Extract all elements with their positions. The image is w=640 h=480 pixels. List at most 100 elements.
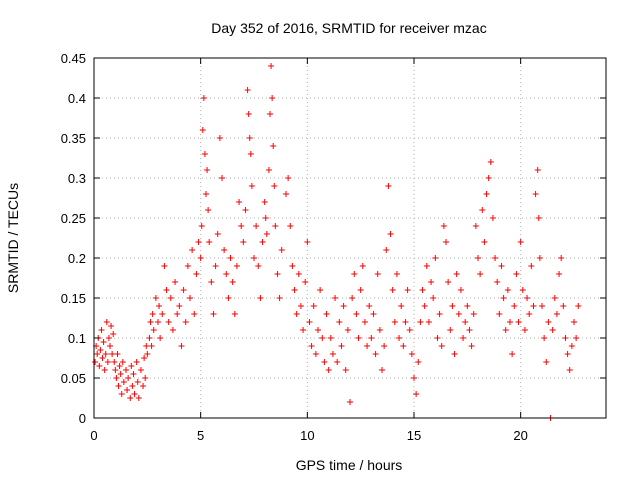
- data-point: [502, 327, 509, 333]
- data-point: [562, 335, 569, 341]
- data-point: [251, 255, 257, 261]
- data-point: [475, 255, 481, 261]
- data-point: [271, 183, 278, 189]
- data-point: [287, 223, 294, 229]
- data-point: [556, 271, 563, 277]
- data-point: [489, 215, 496, 221]
- data-point: [300, 327, 307, 333]
- data-point: [479, 207, 486, 213]
- data-point: [549, 327, 556, 333]
- data-point: [114, 351, 121, 357]
- data-point: [528, 263, 535, 269]
- data-point: [483, 191, 490, 197]
- y-tick-label: 0.35: [61, 131, 86, 146]
- data-point: [511, 303, 518, 309]
- data-point: [481, 239, 488, 245]
- data-point: [176, 303, 183, 309]
- data-point: [325, 367, 332, 373]
- data-point: [240, 239, 247, 245]
- x-tick-label: 15: [407, 428, 421, 443]
- data-point: [142, 375, 149, 381]
- data-point: [135, 395, 142, 401]
- data-point: [244, 87, 251, 93]
- data-point: [99, 355, 106, 361]
- y-tick-label: 0.05: [61, 371, 86, 386]
- data-point: [359, 263, 366, 269]
- data-point: [323, 311, 330, 317]
- data-point: [535, 215, 542, 221]
- data-point: [223, 271, 230, 277]
- data-point: [571, 319, 577, 325]
- data-point: [206, 239, 213, 245]
- data-point: [413, 391, 420, 397]
- data-point: [434, 335, 441, 341]
- data-point: [534, 167, 541, 173]
- data-point: [105, 335, 112, 341]
- data-point: [453, 271, 460, 277]
- data-point: [332, 295, 339, 301]
- data-point: [319, 335, 326, 341]
- data-point: [155, 319, 161, 325]
- data-point: [229, 279, 236, 285]
- data-point: [376, 327, 383, 333]
- data-point: [415, 359, 422, 365]
- data-point: [351, 271, 358, 277]
- data-point: [150, 327, 157, 333]
- data-point: [231, 311, 238, 317]
- data-point: [255, 263, 262, 269]
- data-point: [293, 311, 300, 317]
- data-point: [551, 295, 558, 301]
- data-point: [137, 367, 144, 373]
- data-point: [113, 375, 120, 381]
- data-point: [109, 351, 116, 357]
- data-point: [130, 371, 137, 377]
- data-point: [440, 223, 447, 229]
- data-point: [515, 319, 522, 325]
- data-point: [568, 343, 575, 349]
- data-point: [272, 223, 279, 229]
- data-point: [270, 143, 277, 149]
- data-point: [364, 343, 371, 349]
- data-point: [436, 311, 443, 317]
- data-point: [141, 355, 148, 361]
- data-point: [180, 287, 187, 293]
- data-point: [117, 371, 124, 377]
- data-point: [381, 343, 388, 349]
- data-point: [447, 327, 454, 333]
- data-point: [460, 335, 467, 341]
- data-point: [519, 287, 526, 293]
- data-point: [357, 287, 364, 293]
- data-point: [268, 63, 275, 69]
- data-point: [315, 327, 321, 333]
- y-tick-label: 0.1: [68, 331, 86, 346]
- data-point: [189, 247, 196, 253]
- data-point: [370, 311, 377, 317]
- data-point: [573, 335, 580, 341]
- data-point: [374, 271, 381, 277]
- data-point: [97, 347, 104, 353]
- data-point: [214, 231, 221, 237]
- data-point: [103, 319, 110, 325]
- data-point: [295, 271, 302, 277]
- data-point: [398, 303, 405, 309]
- data-point: [123, 367, 129, 373]
- data-point: [539, 303, 545, 309]
- data-point: [334, 359, 341, 365]
- data-point: [545, 319, 552, 325]
- grid-layer: [94, 58, 606, 418]
- data-point: [485, 175, 492, 181]
- data-point: [274, 271, 281, 277]
- data-point: [210, 311, 217, 317]
- data-point: [157, 335, 164, 341]
- data-point: [342, 367, 349, 373]
- data-point: [140, 383, 147, 389]
- data-point: [144, 351, 151, 357]
- data-point: [212, 263, 219, 269]
- data-point: [246, 135, 253, 141]
- data-point: [445, 279, 452, 285]
- data-point: [558, 255, 565, 261]
- data-point: [216, 135, 223, 141]
- data-point: [208, 279, 215, 285]
- data-point: [263, 231, 270, 237]
